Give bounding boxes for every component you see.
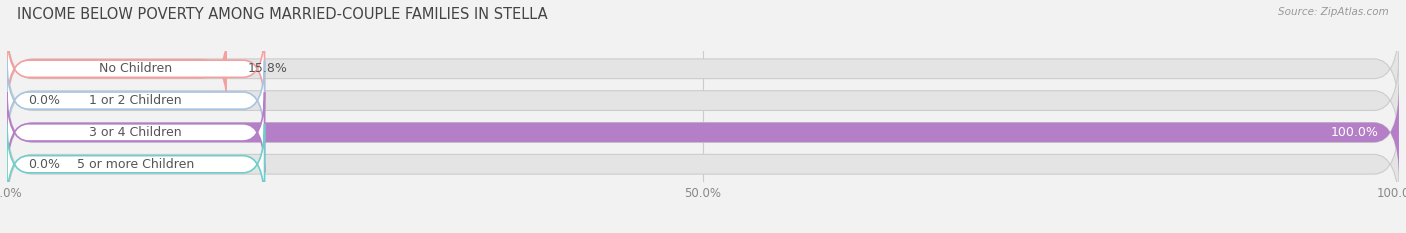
Text: 0.0%: 0.0% (28, 158, 60, 171)
Text: 100.0%: 100.0% (1330, 126, 1378, 139)
FancyBboxPatch shape (7, 117, 1399, 212)
Text: INCOME BELOW POVERTY AMONG MARRIED-COUPLE FAMILIES IN STELLA: INCOME BELOW POVERTY AMONG MARRIED-COUPL… (17, 7, 547, 22)
FancyBboxPatch shape (7, 124, 264, 204)
Text: 0.0%: 0.0% (28, 94, 60, 107)
Text: 15.8%: 15.8% (247, 62, 288, 75)
FancyBboxPatch shape (7, 53, 1399, 148)
Text: 5 or more Children: 5 or more Children (77, 158, 194, 171)
FancyBboxPatch shape (7, 92, 264, 172)
FancyBboxPatch shape (7, 85, 1399, 180)
FancyBboxPatch shape (7, 61, 264, 141)
FancyBboxPatch shape (7, 85, 1399, 180)
Text: Source: ZipAtlas.com: Source: ZipAtlas.com (1278, 7, 1389, 17)
Text: No Children: No Children (100, 62, 173, 75)
Text: 3 or 4 Children: 3 or 4 Children (90, 126, 183, 139)
Text: 1 or 2 Children: 1 or 2 Children (90, 94, 183, 107)
FancyBboxPatch shape (7, 29, 264, 109)
FancyBboxPatch shape (7, 21, 226, 116)
FancyBboxPatch shape (7, 21, 1399, 116)
